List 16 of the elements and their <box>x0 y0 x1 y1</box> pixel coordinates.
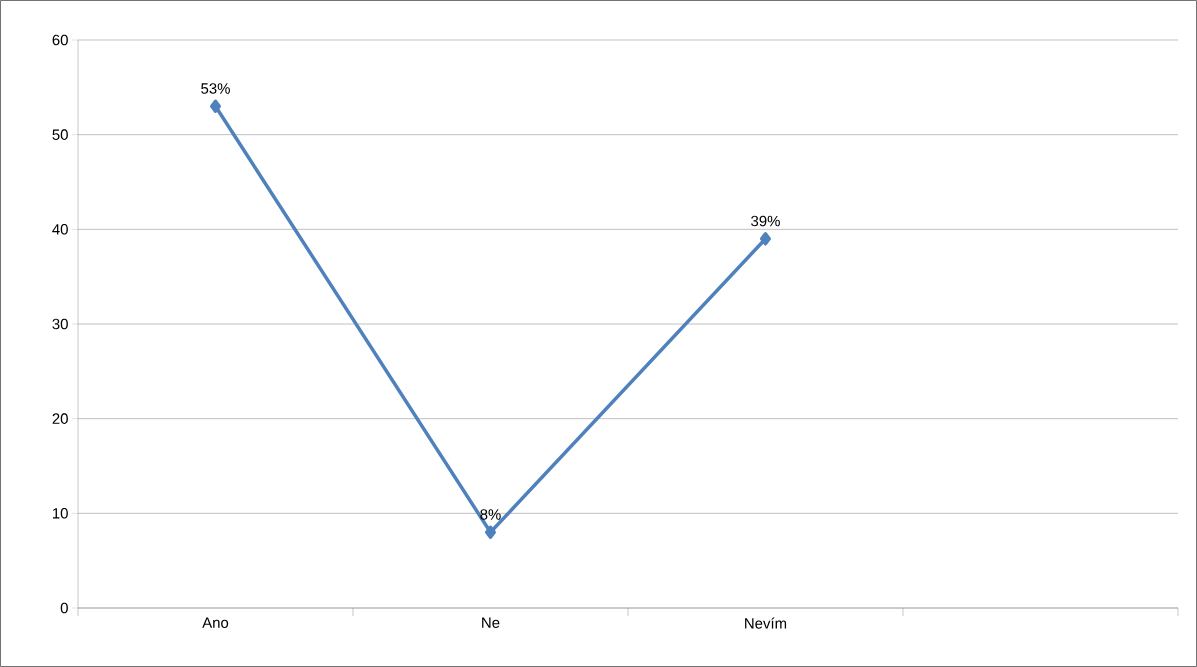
data-label: 8% <box>480 509 501 520</box>
y-tick-label: 10 <box>53 508 68 519</box>
point <box>759 232 771 246</box>
y-tick-label: 50 <box>52 129 68 140</box>
y-tick-label: 30 <box>52 318 68 330</box>
x-tick-label: Ano <box>202 617 229 628</box>
point <box>484 525 496 540</box>
data-label: 53% <box>201 83 230 94</box>
y-tick-label: 20 <box>52 413 68 424</box>
y-tick-label: 60 <box>52 34 68 46</box>
x-tick-label: Ne <box>482 617 500 628</box>
y-tick-label: 0 <box>60 602 68 614</box>
y-tick-label: 40 <box>52 224 68 235</box>
data-label: 39% <box>751 215 780 227</box>
x-tick-label: Nevím <box>745 617 787 629</box>
point <box>210 99 221 114</box>
